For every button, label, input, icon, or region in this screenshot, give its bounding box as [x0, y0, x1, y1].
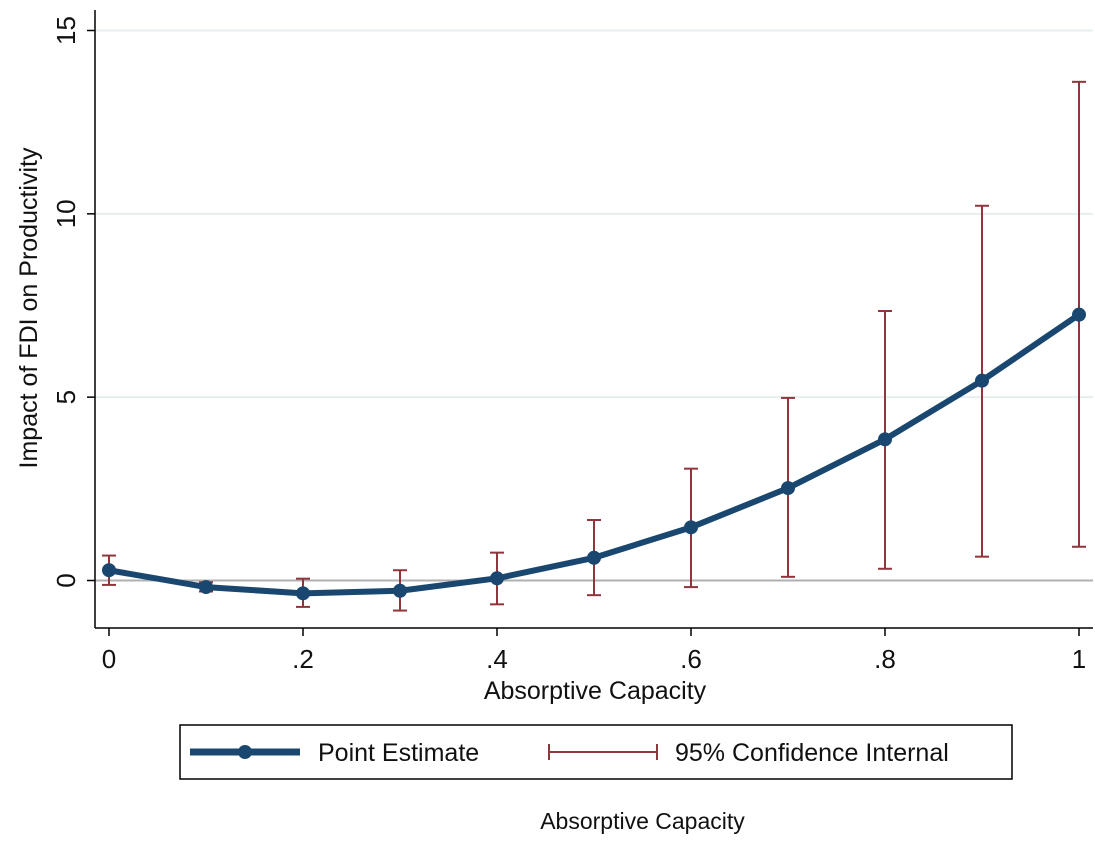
point-estimate-marker-2: [296, 586, 310, 601]
tick-labels: 0 5 10 15 0 .2 .4 .6 .8 1: [51, 16, 1086, 674]
figure-caption: Absorptive Capacity: [540, 808, 745, 834]
point-estimate-marker-6: [684, 520, 698, 535]
x-axis-title: Absorptive Capacity: [484, 677, 707, 705]
point-estimate-marker-10: [1072, 307, 1086, 322]
point-estimate-marker-9: [975, 373, 989, 388]
point-estimate-marker-7: [781, 481, 795, 496]
y-tick-label-15: 15: [51, 16, 81, 45]
point-estimate-marker-3: [393, 583, 407, 598]
point-estimate-marker-0: [102, 563, 116, 578]
legend-marker-swatch: [238, 745, 252, 759]
y-tick-label-10: 10: [51, 199, 81, 228]
point-estimate-marker-8: [878, 432, 892, 447]
y-tick-label-5: 5: [51, 390, 81, 404]
x-tick-label-3: .6: [680, 644, 702, 674]
x-tick-label-5: 1: [1072, 644, 1086, 674]
point-estimate-marker-4: [490, 571, 504, 586]
axes: [94, 10, 1093, 629]
point-estimate-marker-5: [587, 550, 601, 565]
grid-lines: [95, 29, 1093, 399]
point-estimate-marker-1: [199, 580, 213, 595]
legend-label-confidence-interval: 95% Confidence Internal: [675, 739, 949, 767]
y-axis-title: Impact of FDI on Productivity: [15, 147, 43, 468]
x-tick-label-4: .8: [874, 644, 896, 674]
x-tick-label-0: 0: [102, 644, 116, 674]
x-tick-label-1: .2: [292, 644, 314, 674]
confidence-interval-bars: [102, 80, 1086, 612]
legend-label-point-estimate: Point Estimate: [318, 739, 479, 767]
y-tick-label-0: 0: [51, 573, 81, 587]
legend: Point Estimate 95% Confidence Internal: [179, 724, 1013, 780]
x-tick-label-2: .4: [486, 644, 508, 674]
point-estimate-series: [102, 307, 1086, 601]
